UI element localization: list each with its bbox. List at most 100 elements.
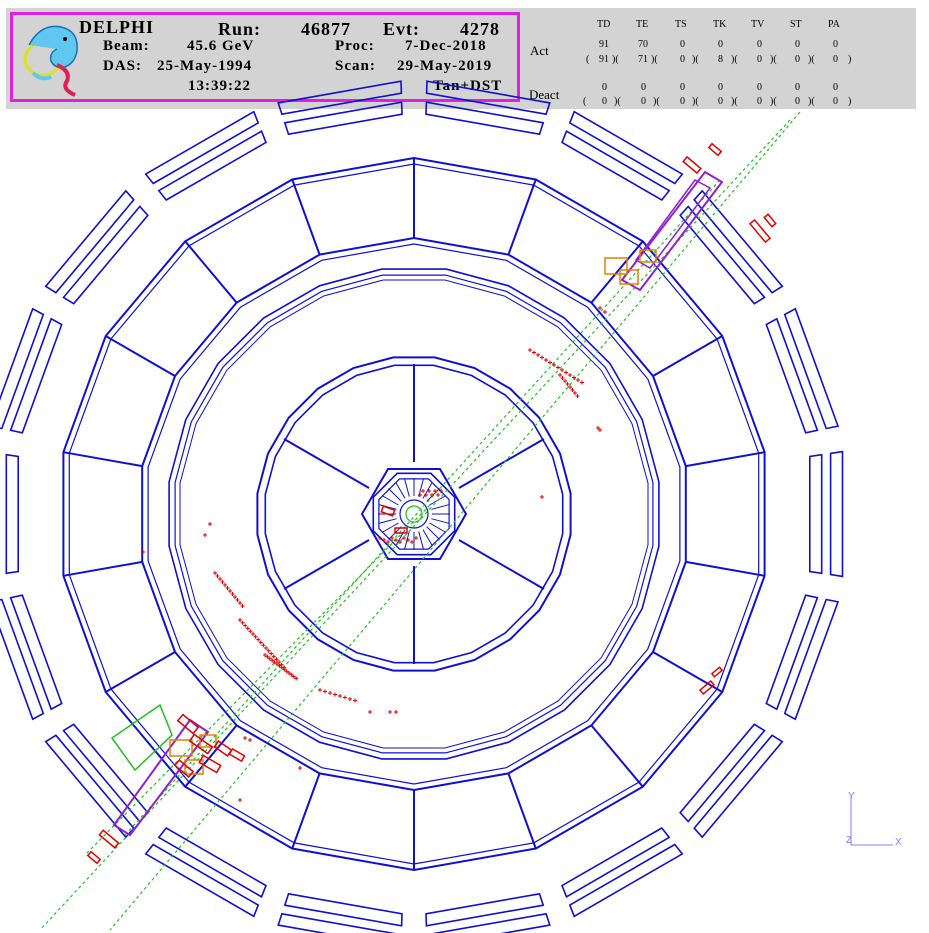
hit-cross — [568, 385, 572, 389]
hcal-divider — [184, 240, 238, 304]
hit-cross — [390, 536, 394, 540]
muon-chamber — [560, 130, 671, 202]
col-header-st: ST — [790, 19, 802, 30]
paren-sep: )( — [731, 96, 738, 107]
col-header-td: TD — [597, 19, 611, 30]
hit-cross — [277, 660, 281, 664]
hit-cross — [318, 688, 322, 692]
act-paren-te: 71 — [638, 54, 648, 65]
hit-cross — [421, 489, 425, 493]
run-value: 46877 — [301, 19, 351, 39]
beam-pipe — [405, 505, 423, 523]
hit-cross — [572, 375, 576, 380]
hcal-divider — [590, 240, 644, 304]
hit-cross — [253, 634, 258, 639]
scan-label: Scan: — [335, 58, 376, 74]
muon-chamber — [560, 826, 671, 898]
muon-chamber — [62, 723, 149, 823]
hit-cross — [552, 363, 556, 367]
hcal-divider — [105, 335, 176, 377]
hit-cross — [228, 589, 232, 593]
hit-cross — [248, 629, 253, 634]
deact-tv: 0 — [757, 82, 762, 93]
paren-sep: )( — [808, 96, 815, 107]
paren-sep: )( — [692, 96, 699, 107]
muon-chamber — [44, 189, 135, 294]
cluster-box — [169, 739, 193, 757]
hit-cross — [532, 350, 536, 355]
scan-value: 29-May-2019 — [397, 58, 493, 74]
tpc-inner — [264, 364, 564, 664]
deact-te: 0 — [641, 82, 646, 93]
hit-cross — [235, 598, 240, 602]
hit-cross — [298, 766, 302, 770]
hit-cross — [540, 495, 544, 499]
hit-cross — [264, 646, 268, 650]
muon-chamber — [5, 453, 20, 575]
cluster-box — [604, 257, 628, 275]
muon-chamber — [568, 110, 684, 185]
hit-cross — [414, 536, 418, 540]
inner-detector-spoke — [382, 522, 399, 533]
hit-cross — [560, 368, 564, 372]
hcal-divider — [184, 724, 238, 788]
hit-cross — [223, 583, 227, 587]
vertex-detector — [399, 499, 429, 529]
muon-chamber — [0, 598, 45, 721]
paren-sep: )( — [651, 54, 658, 65]
hcal-divider — [507, 773, 537, 849]
inner-detector-spoke — [429, 522, 446, 533]
particle-tracks — [39, 111, 801, 931]
hit-cross — [564, 370, 568, 375]
cluster-box — [199, 734, 217, 748]
hit-cross — [274, 657, 279, 662]
muon-chamber — [62, 205, 149, 305]
hit-cross — [368, 710, 372, 714]
hit-cross — [410, 540, 414, 544]
hit-box — [198, 754, 222, 774]
hit-cross — [289, 672, 294, 677]
hit-cross — [575, 394, 580, 398]
inner-detector-spoke — [418, 479, 424, 497]
muon-chamber — [283, 892, 403, 927]
hit-cross — [238, 798, 242, 802]
hit-box — [698, 680, 716, 695]
hit-cross — [238, 618, 242, 622]
tpc-sector-line — [458, 438, 545, 489]
hcal-divider — [652, 651, 723, 693]
paren-open: ( — [583, 96, 587, 107]
muon-chamber — [277, 912, 396, 933]
hit-cross — [333, 692, 337, 697]
hit-cross — [267, 656, 272, 661]
act-te: 70 — [638, 39, 648, 50]
act-paren-ts: 0 — [680, 54, 685, 65]
paren-sep: )( — [614, 96, 621, 107]
hit-cross — [220, 580, 225, 584]
col-header-tk: TK — [713, 19, 727, 30]
hit-cross — [398, 540, 402, 544]
deact-paren-pa: 0 — [833, 96, 838, 107]
hit-cross — [573, 391, 577, 395]
hit-box — [176, 713, 200, 735]
muon-chamber — [0, 307, 45, 430]
muon-chamber — [693, 734, 784, 839]
hit-cross — [563, 379, 567, 383]
ecal-ring — [168, 268, 660, 760]
muon-chamber — [783, 307, 840, 430]
paren-sep: )( — [770, 54, 777, 65]
hit-cross — [141, 550, 145, 554]
paren-close: ) — [848, 54, 852, 65]
particle-track — [109, 111, 801, 931]
inner-detector-spoke — [418, 531, 424, 549]
ecal-ring — [174, 274, 654, 754]
muon-chamber — [568, 843, 684, 918]
deact-pa: 0 — [833, 82, 838, 93]
hit-cross — [603, 310, 607, 314]
act-paren-tv: 0 — [757, 54, 762, 65]
proc-label: Proc: — [335, 38, 375, 54]
hit-cross — [282, 667, 287, 672]
hit-cross — [323, 689, 327, 694]
paren-open: ( — [586, 54, 590, 65]
hit-cross — [576, 378, 580, 382]
muon-chamber — [283, 101, 403, 136]
